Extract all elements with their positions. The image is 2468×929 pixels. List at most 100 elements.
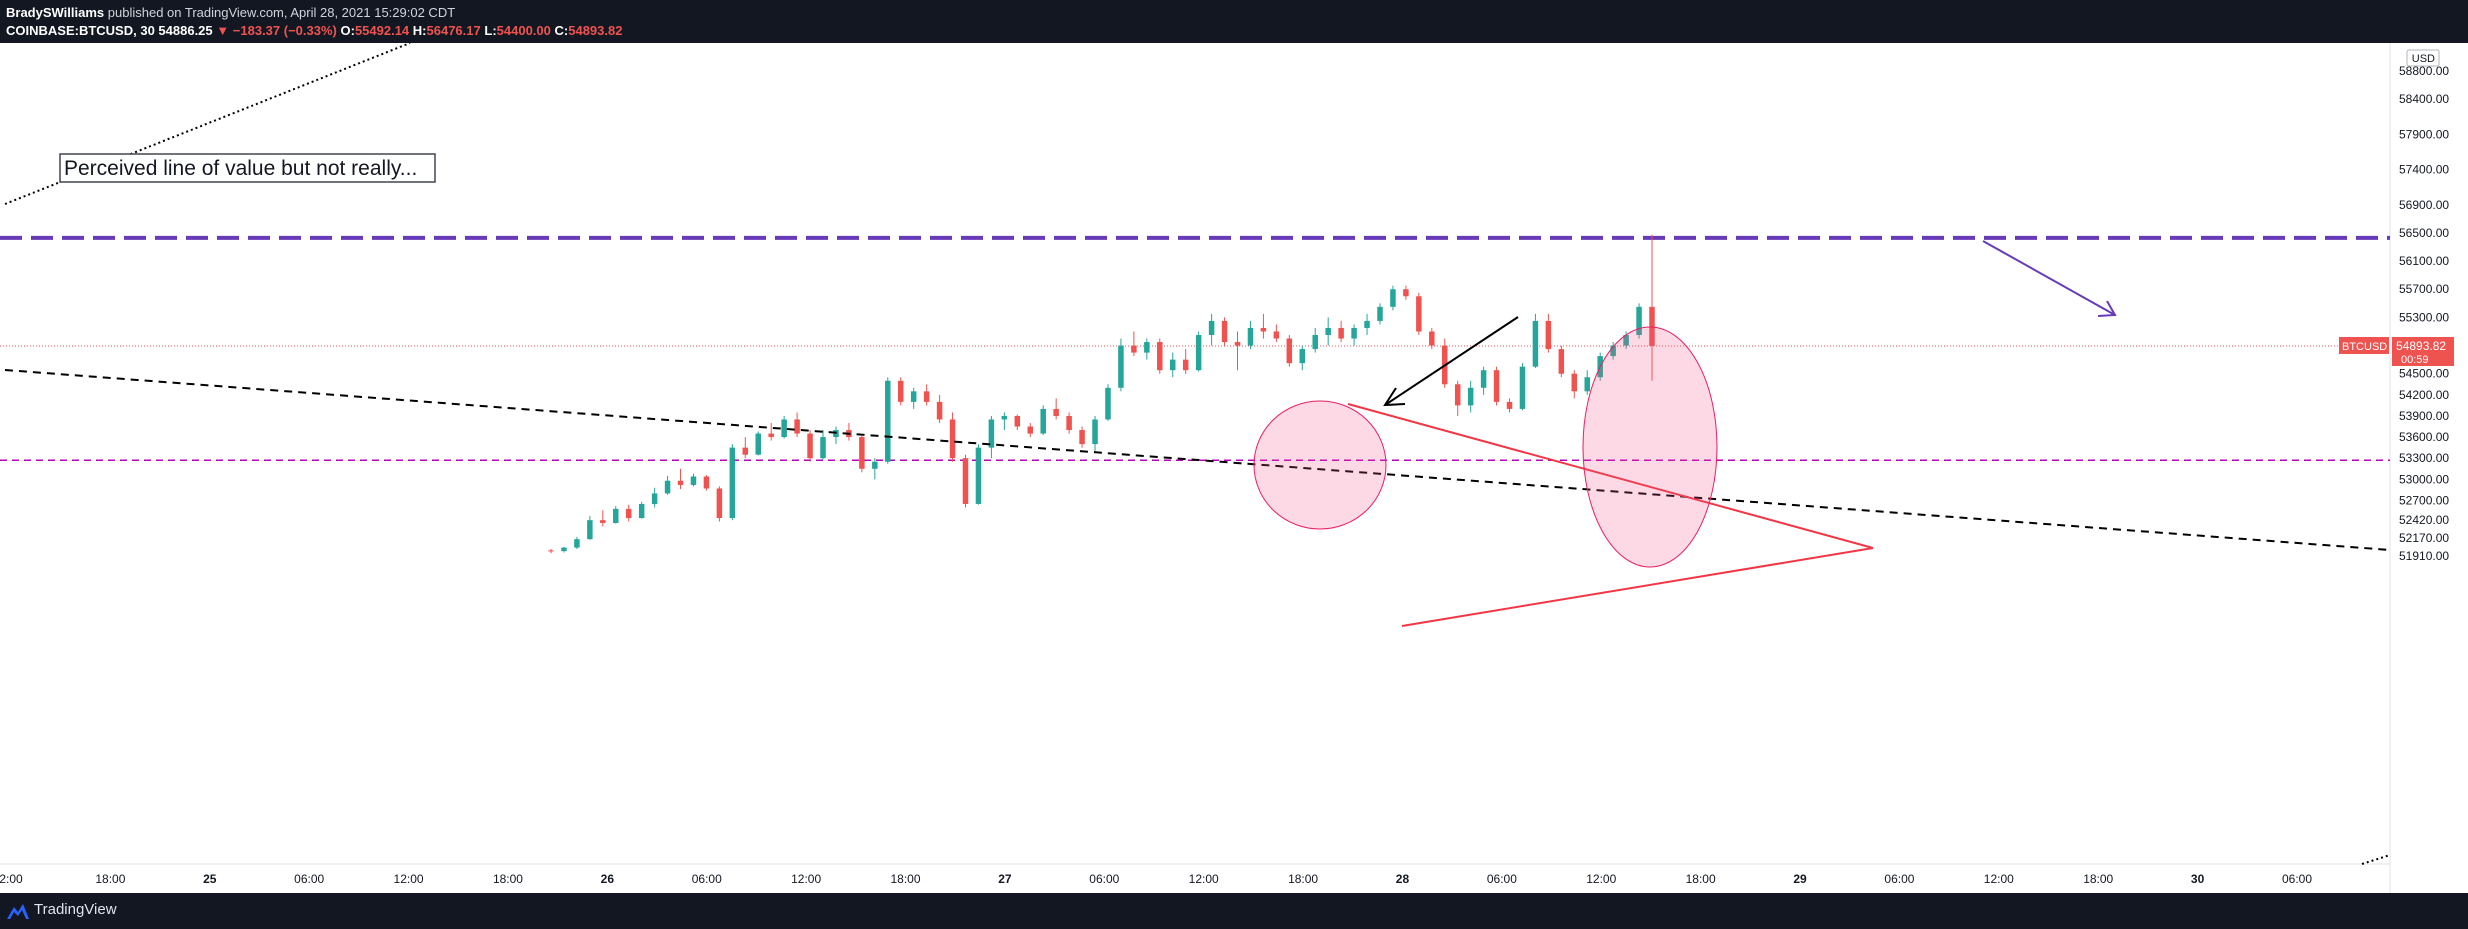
publish-info: BradySWilliams published on TradingView.…: [6, 5, 455, 20]
candle: [1454, 380, 1461, 416]
candle: [587, 515, 593, 540]
candle: [1403, 285, 1409, 300]
price-change: −183.37 (−0.33%): [232, 23, 337, 38]
candle: [1131, 331, 1137, 357]
x-tick-label: 06:00: [1089, 872, 1119, 886]
purple-arrow-line: [1982, 240, 2116, 316]
candle: [1195, 331, 1202, 372]
candle-body: [1493, 370, 1500, 402]
y-tick-label: 55300.00: [2399, 310, 2449, 324]
candle: [1053, 398, 1059, 420]
x-tick-label: 18:00: [891, 872, 921, 886]
x-tick-label: 18:00: [493, 872, 523, 886]
candle: [1649, 234, 1655, 381]
author-name[interactable]: BradySWilliams: [6, 5, 105, 20]
y-tick-label: 53300.00: [2399, 451, 2449, 465]
candle: [716, 486, 723, 522]
x-tick-label: 27: [998, 872, 1012, 886]
candle-body: [1584, 377, 1590, 392]
symbol-ohlc-line: COINBASE:BTCUSD, 30 54886.25 ▼ −183.37 (…: [6, 23, 622, 38]
candle-body: [1208, 320, 1215, 335]
annotation-box: Perceived line of value but not really..…: [59, 153, 436, 183]
open-value: 55492.14: [354, 23, 410, 38]
y-tick-label: 54200.00: [2399, 388, 2449, 402]
chart-footer: TradingView: [0, 893, 2468, 929]
candle: [1169, 352, 1176, 378]
candle: [1351, 324, 1357, 346]
candle-body: [1467, 387, 1474, 406]
y-tick-label: 58400.00: [2399, 92, 2449, 106]
chart-area[interactable]: Perceived line of value but not really..…: [0, 42, 2468, 893]
candle: [1105, 384, 1111, 421]
open-label: O:: [340, 23, 355, 38]
candle-body: [1649, 306, 1655, 346]
candle-body: [820, 437, 826, 459]
candle-body: [1040, 408, 1046, 434]
currency-label: USD: [2412, 53, 2435, 65]
candle: [1092, 415, 1098, 452]
candle-body: [988, 419, 995, 448]
candle-body: [897, 380, 904, 402]
x-tick-label: 06:00: [2282, 872, 2312, 886]
close-value: 54893.82: [568, 23, 623, 38]
candle: [975, 444, 982, 505]
x-tick-label: 12:00: [394, 872, 424, 886]
symbol-tag-box: [2339, 336, 2389, 354]
x-tick-label: 12:00: [1984, 872, 2014, 886]
x-tick-label: 06:00: [294, 872, 324, 886]
black-arrow-line: [1384, 316, 1519, 406]
y-tick-label: 52420.00: [2399, 513, 2449, 527]
candle: [949, 412, 956, 462]
candle: [574, 537, 580, 550]
candle-body: [1169, 359, 1176, 371]
candle-body: [1053, 408, 1059, 416]
candle: [638, 501, 645, 519]
candle: [561, 546, 567, 553]
y-tick-label: 56500.00: [2399, 226, 2449, 240]
candle: [1182, 349, 1189, 374]
candle-body: [1144, 342, 1150, 353]
candle: [910, 387, 917, 409]
down-arrow-icon: ▼: [216, 23, 230, 38]
symbol-info: COINBASE:BTCUSD, 30: [6, 23, 155, 38]
candle: [1027, 423, 1034, 438]
candle: [1208, 313, 1215, 346]
countdown-label: 00:59: [2401, 354, 2429, 366]
candle-body: [690, 476, 697, 485]
candle: [1001, 412, 1008, 431]
tradingview-logo-icon: [7, 904, 29, 919]
candle: [1390, 285, 1396, 311]
candle-body: [872, 461, 878, 469]
high-value: 56476.17: [426, 23, 481, 38]
candle: [1066, 412, 1072, 434]
candle: [664, 475, 671, 495]
y-tick-label: 57400.00: [2399, 163, 2449, 177]
candle-body: [574, 539, 580, 548]
y-tick-label: 58800.00: [2399, 64, 2449, 78]
last-price-tag-box: [2392, 336, 2454, 366]
candle-body: [768, 433, 774, 438]
x-tick-label: 06:00: [1487, 872, 1517, 886]
candle-body: [1182, 359, 1189, 371]
candle-body: [962, 458, 969, 504]
candle: [1636, 303, 1642, 339]
candle: [1338, 320, 1344, 343]
candle-body: [1325, 327, 1331, 335]
candle: [1234, 331, 1241, 371]
y-tick-label: 53900.00: [2399, 409, 2449, 423]
price-chart[interactable]: Perceived line of value but not really..…: [0, 42, 2468, 893]
x-tick-label: 12:00: [791, 872, 821, 886]
last-price-tag: 54893.82: [2396, 339, 2446, 353]
candle: [651, 487, 658, 508]
candle: [1299, 345, 1306, 371]
candle-body: [1377, 306, 1383, 321]
candle: [677, 468, 684, 490]
candle-body: [1571, 373, 1578, 392]
candle-body: [1429, 331, 1435, 346]
candle: [1312, 327, 1318, 353]
tradingview-brand[interactable]: TradingView: [34, 901, 117, 918]
x-tick-label: 26: [601, 872, 615, 886]
candle-body: [1286, 338, 1293, 364]
candle-body: [949, 419, 956, 459]
candle: [807, 430, 813, 462]
